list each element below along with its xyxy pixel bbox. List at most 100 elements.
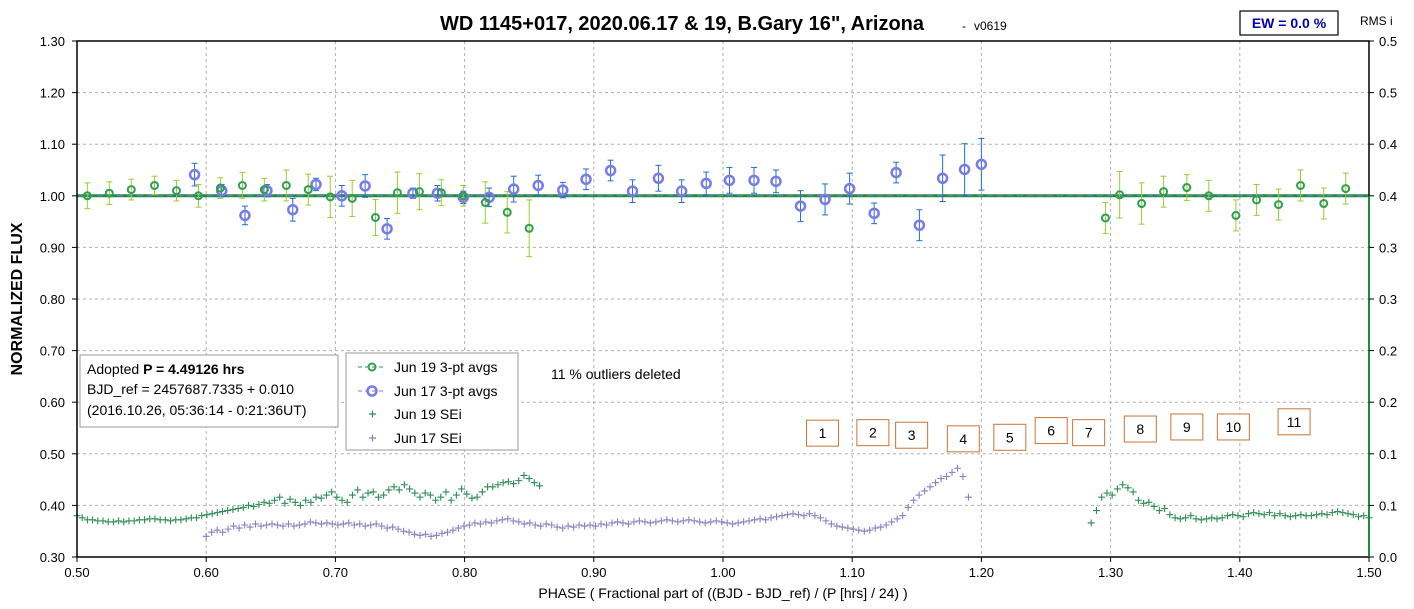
sei-jun17-point — [888, 518, 896, 526]
axis-ticks: 0.50 0.60 0.70 0.80 0.90 1.00 1.10 1.20 1.30 1.40… — [40, 34, 1397, 580]
jun17-avg-point — [532, 179, 544, 192]
sei-jun17-point — [630, 518, 638, 526]
sei-jun19-point — [525, 475, 533, 483]
sei-jun19-point — [193, 514, 201, 522]
sei-jun19-point — [1307, 512, 1315, 520]
sei-jun17-point — [805, 510, 813, 518]
chart-version: v0619 — [974, 19, 1007, 33]
sei-jun17-point — [416, 531, 424, 539]
jun19-avg-point — [436, 188, 446, 198]
sei-jun17-point — [520, 520, 528, 528]
sei-jun19-point — [224, 507, 232, 515]
y2-tick-label: 0.4 — [1379, 137, 1397, 152]
sei-jun17-point — [608, 519, 616, 527]
sei-jun19-point — [1197, 516, 1205, 524]
sei-jun17-point — [657, 517, 665, 525]
sei-jun19-point — [385, 486, 393, 494]
sei-jun17-point — [509, 517, 517, 525]
sei-jun17-point — [208, 528, 216, 536]
jun17-avg-point — [336, 190, 348, 202]
jun17-avg-point — [239, 209, 251, 222]
sei-jun19-point — [245, 501, 253, 509]
sei-jun17-point — [202, 532, 210, 540]
jun19-avg-point — [392, 188, 402, 198]
x-tick-label: 1.20 — [969, 565, 994, 580]
sei-jun19-point — [99, 517, 107, 525]
sei-jun17-point — [350, 521, 358, 529]
sei-jun19-point — [1192, 515, 1200, 523]
svg-text:Jun 17 SEi: Jun 17 SEi — [394, 430, 462, 446]
event-box-label: 5 — [1006, 429, 1014, 445]
x-tick-label: 0.80 — [452, 565, 477, 580]
jun17-avg-point — [431, 187, 444, 199]
y-tick-label: 1.00 — [40, 189, 65, 204]
sei-jun19-point — [1234, 512, 1242, 520]
jun19-avg-point — [1182, 183, 1192, 193]
jun17-avg-point — [794, 200, 807, 212]
sei-jun19-point — [78, 514, 86, 522]
sei-jun19-point — [1223, 512, 1231, 520]
sei-jun19-point — [219, 508, 227, 516]
sei-jun17-point — [838, 523, 846, 531]
sei-jun19-point — [1318, 510, 1326, 518]
sei-jun17-point — [284, 520, 292, 528]
event-box-label: 9 — [1183, 419, 1191, 435]
sei-jun19-point — [364, 489, 372, 497]
jun19-avg-point — [171, 186, 181, 196]
sei-jun19-point — [338, 496, 346, 504]
event-box — [993, 423, 1027, 451]
jun19-avg-point — [1319, 199, 1329, 209]
jun17-avg-point — [868, 207, 880, 220]
y-tick-label: 0.70 — [40, 344, 65, 359]
sei-jun19-point — [322, 491, 330, 499]
sei-jun17-point — [246, 523, 254, 531]
legend-item-jun17-sei: Jun 17 SEi — [369, 430, 462, 446]
sei-jun19-point — [255, 500, 263, 508]
sei-jun19-point — [1213, 515, 1221, 523]
sei-jun19-point — [1161, 504, 1169, 512]
sei-jun17-point — [224, 525, 232, 533]
sei-jun17-point — [937, 475, 945, 483]
sei-jun19-point — [161, 516, 169, 524]
sei-jun17-point — [405, 528, 413, 536]
sei-jun17-point — [482, 518, 490, 526]
sei-jun17-point — [652, 518, 660, 526]
event-boxes: 1 2 3 4 5 6 7 8 9 10 11 — [805, 408, 1311, 453]
sei-jun17-point — [784, 511, 792, 519]
jun17-avg-point — [700, 177, 712, 190]
sei-jun17-point — [827, 520, 835, 528]
sei-jun17-point — [542, 520, 550, 528]
sei-jun17-point — [822, 517, 830, 525]
sei-jun19-point — [468, 494, 476, 502]
x-axis-label: PHASE ( Fractional part of ((BJD - BJD_r… — [538, 585, 907, 601]
sei-jun17-point — [504, 515, 512, 523]
sei-jun19-point — [1129, 488, 1137, 496]
jun19-avg-point — [150, 180, 160, 190]
sei-jun19-point — [115, 517, 123, 525]
sei-jun19-point — [276, 493, 284, 501]
jun19-avg-point — [1159, 187, 1169, 197]
sei-jun17-point — [800, 512, 808, 520]
y2-tick-label: 0.2 — [1379, 395, 1397, 410]
sei-jun19-point — [317, 494, 325, 502]
sei-jun17-point — [701, 519, 709, 527]
sei-jun17-point — [498, 516, 506, 524]
sei-jun17-point — [378, 522, 386, 530]
y2-tick-label: 0.0 — [1379, 550, 1397, 565]
sei-jun17-point — [614, 518, 622, 526]
sei-jun19-point — [510, 480, 518, 488]
sei-jun19-point — [302, 496, 310, 504]
sei-jun19-point — [421, 489, 429, 497]
sei-jun19-point — [354, 486, 362, 494]
sei-jun17-point — [871, 524, 879, 532]
jun17-avg-point — [913, 219, 926, 231]
sei-jun19-point — [432, 496, 440, 504]
event-box-label: 8 — [1136, 421, 1144, 437]
sei-jun17-point — [400, 527, 408, 535]
jun19-avg-point — [1341, 184, 1351, 194]
sei-jun19-point — [1113, 485, 1121, 493]
title-dash: - — [962, 19, 966, 33]
sei-jun19-point — [395, 486, 403, 494]
sei-jun19-point — [1276, 510, 1284, 518]
sei-jun17-point — [367, 521, 375, 529]
